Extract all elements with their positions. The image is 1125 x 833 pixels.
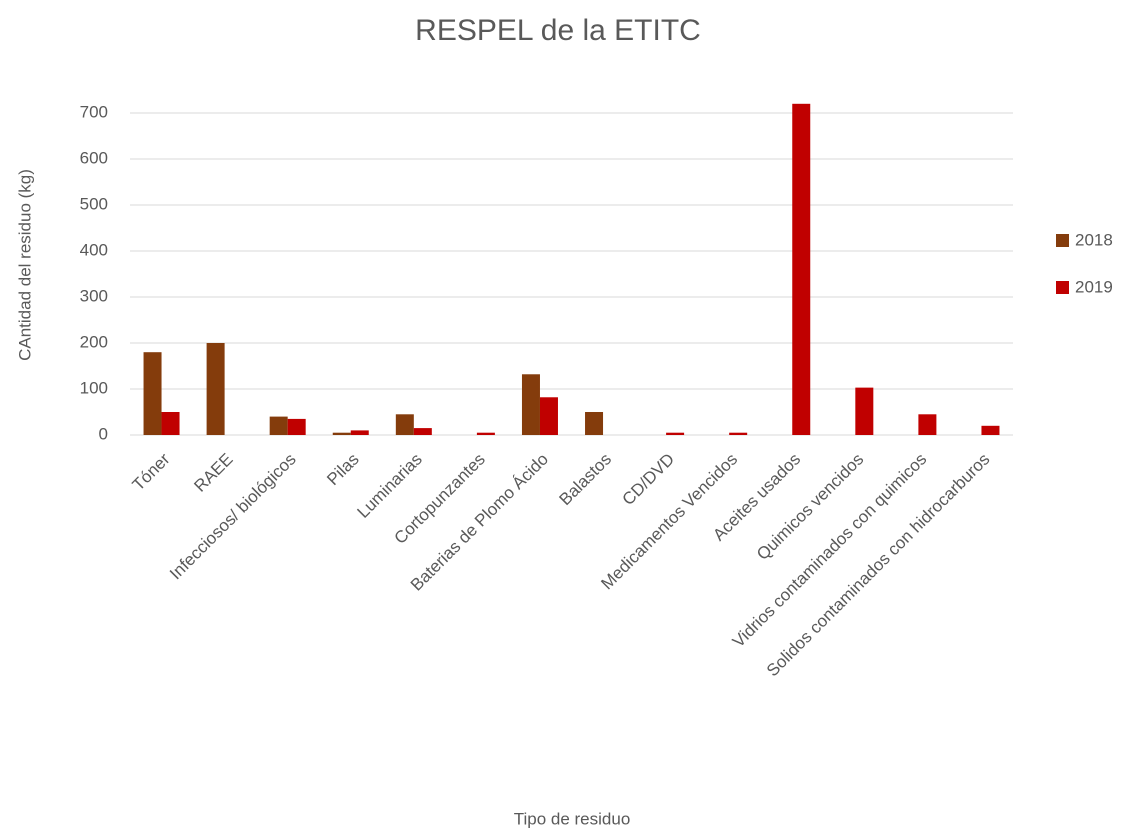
y-tick-label: 400 bbox=[80, 240, 108, 259]
y-tick-label: 200 bbox=[80, 332, 108, 351]
bar bbox=[143, 352, 162, 435]
x-tick-label: Solidos contaminados con hidrocarburos bbox=[763, 450, 994, 681]
bar bbox=[395, 414, 414, 435]
y-tick-label: 600 bbox=[80, 148, 108, 167]
x-axis-label: Tipo de residuo bbox=[514, 809, 631, 828]
bar bbox=[350, 430, 369, 435]
bar bbox=[666, 432, 685, 435]
bar bbox=[855, 387, 874, 435]
bar bbox=[539, 397, 558, 435]
x-tick-label: Tóner bbox=[129, 449, 174, 494]
x-tick-label: Infecciosos/ biológicos bbox=[166, 450, 300, 584]
chart-title: RESPEL de la ETITC bbox=[415, 14, 701, 47]
y-tick-label: 500 bbox=[80, 194, 108, 213]
legend-swatch bbox=[1056, 234, 1069, 247]
bar bbox=[585, 412, 604, 435]
y-tick-label: 700 bbox=[80, 102, 108, 121]
bar bbox=[521, 374, 540, 435]
x-tick-label: Pilas bbox=[323, 450, 362, 489]
x-tick-label: CD/DVD bbox=[619, 450, 679, 510]
bar bbox=[476, 432, 495, 435]
x-tick-label: Quimicos vencidos bbox=[753, 450, 867, 564]
bar bbox=[269, 416, 288, 435]
bar bbox=[792, 103, 811, 436]
bar bbox=[918, 414, 937, 435]
bar bbox=[287, 418, 306, 435]
bar bbox=[206, 343, 225, 435]
y-tick-label: 300 bbox=[80, 286, 108, 305]
bar bbox=[981, 425, 1000, 435]
bar bbox=[332, 432, 351, 435]
y-tick-label: 0 bbox=[99, 424, 108, 443]
x-tick-label: Balastos bbox=[555, 450, 615, 510]
legend-label: 2018 bbox=[1075, 230, 1113, 249]
legend-swatch bbox=[1056, 281, 1069, 294]
legend-label: 2019 bbox=[1075, 277, 1113, 296]
y-tick-label: 100 bbox=[80, 378, 108, 397]
bar bbox=[729, 432, 748, 435]
bar bbox=[413, 428, 432, 435]
x-tick-label: RAEE bbox=[190, 450, 236, 496]
y-axis-label: CAntidad del residuo (kg) bbox=[15, 169, 34, 361]
bar bbox=[161, 412, 180, 435]
